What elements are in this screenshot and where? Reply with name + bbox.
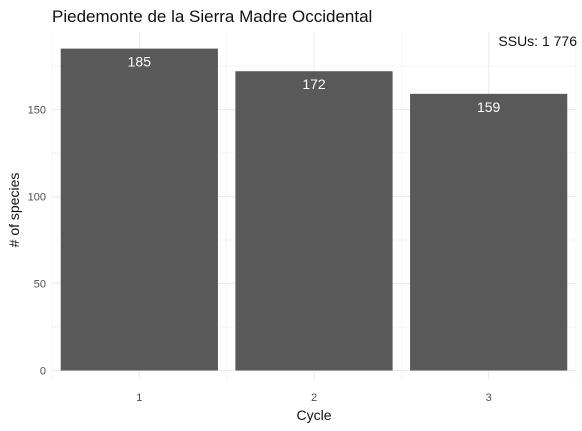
x-tick-label: 2 <box>311 392 317 404</box>
y-axis-title: # of species <box>6 173 22 248</box>
y-tick-label: 0 <box>40 366 46 378</box>
x-tick-label: 3 <box>486 392 492 404</box>
x-tick-label: 1 <box>136 392 142 404</box>
bars <box>60 48 568 371</box>
bar-labels: 185 172 159 <box>128 54 501 115</box>
bar-value-label: 185 <box>128 54 152 70</box>
bar-cycle-3 <box>410 93 568 371</box>
y-axis-ticks: 0 50 100 150 <box>28 105 46 378</box>
bar-cycle-2 <box>235 71 393 371</box>
chart-title: Piedemonte de la Sierra Madre Occidental <box>52 7 372 26</box>
bar-cycle-1 <box>60 48 218 371</box>
bar-value-label: 172 <box>302 76 326 92</box>
bar-value-label: 159 <box>477 99 501 115</box>
x-axis-title: Cycle <box>296 407 331 423</box>
ssus-annotation: SSUs: 1 776 <box>498 33 577 49</box>
x-axis-ticks: 1 2 3 <box>136 392 491 404</box>
y-tick-label: 100 <box>28 192 46 204</box>
y-tick-label: 150 <box>28 105 46 117</box>
y-tick-label: 50 <box>34 279 46 291</box>
